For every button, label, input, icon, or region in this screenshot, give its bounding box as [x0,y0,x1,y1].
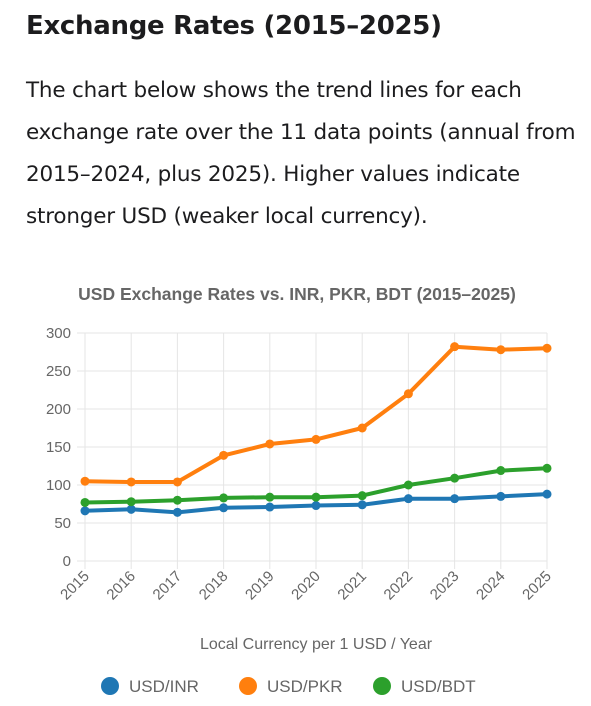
data-point [450,342,460,352]
data-point [311,434,321,444]
data-point [357,500,367,510]
x-tick-label: 2018 [196,568,232,604]
y-tick-label: 0 [63,553,71,570]
data-point [450,494,460,504]
data-point [219,493,229,503]
x-tick-label: 2017 [150,568,186,604]
y-tick-label: 200 [46,401,71,418]
data-point [265,492,275,502]
data-point [219,503,229,513]
chart-series [80,342,552,517]
legend-label: USD/PKR [267,677,343,696]
data-point [172,507,182,517]
data-point [172,495,182,505]
data-point [80,476,90,486]
y-tick-label: 50 [54,515,71,532]
chart-axes: 0 50 100 150 200 250 300 2015 2016 2017 2018 2019 20… [46,325,555,603]
legend-swatch [101,677,119,695]
legend-label: USD/BDT [401,677,476,696]
data-point [542,463,552,473]
data-point [496,466,506,476]
x-axis-title: Local Currency per 1 USD / Year [200,636,433,653]
data-point [357,423,367,433]
chart-grid [77,332,548,569]
exchange-rate-line-chart: USD Exchange Rates vs. INR, PKR, BDT (20… [46,284,555,696]
data-point [496,491,506,501]
x-tick-label: 2019 [242,568,278,604]
data-point [403,494,413,504]
y-tick-label: 300 [46,325,71,342]
data-point [496,345,506,355]
y-tick-label: 150 [46,439,71,456]
data-point [311,492,321,502]
data-point [542,343,552,353]
data-point [172,477,182,487]
legend-swatch [239,677,257,695]
data-point [450,473,460,483]
chart-title: USD Exchange Rates vs. INR, PKR, BDT (20… [78,284,516,304]
x-tick-label: 2016 [103,568,139,604]
data-point [403,480,413,490]
x-tick-label: 2021 [334,568,370,604]
data-point [80,497,90,507]
data-point [126,497,136,507]
data-point [403,389,413,399]
data-point [265,502,275,512]
data-point [126,477,136,487]
y-tick-label: 100 [46,477,71,494]
intro-paragraph: The chart below shows the trend lines fo… [26,78,576,229]
y-tick-label: 250 [46,363,71,380]
legend-swatch [373,677,391,695]
x-tick-label: 2024 [473,568,509,604]
x-tick-label: 2025 [519,568,555,604]
data-point [357,491,367,501]
chart-legend: USD/INR USD/PKR USD/BDT [101,677,476,696]
data-point [219,450,229,460]
data-point [126,504,136,514]
x-tick-label: 2023 [427,568,463,604]
data-point [542,489,552,499]
data-point [80,506,90,516]
x-tick-label: 2020 [288,568,324,604]
x-tick-label: 2015 [57,568,93,604]
data-point [265,439,275,449]
page-heading: Exchange Rates (2015–2025) [26,11,442,41]
data-point [311,501,321,511]
x-tick-label: 2022 [381,568,417,604]
legend-label: USD/INR [129,677,199,696]
